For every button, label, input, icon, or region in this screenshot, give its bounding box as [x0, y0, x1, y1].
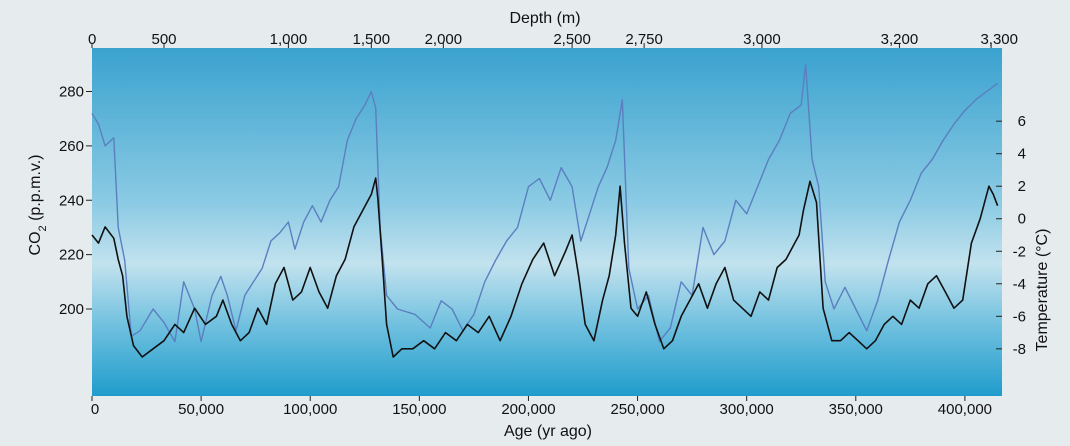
bottom-axis-title: Age (yr ago) [504, 423, 592, 440]
left-axis-ticks: 200 220 240 260 280 [59, 84, 92, 318]
right-tick-label: 0 [1018, 211, 1026, 228]
right-tick-label: -2 [1013, 243, 1026, 260]
top-tick-label: 1,500 [353, 31, 391, 48]
x-tick-label: 250,000 [610, 401, 664, 418]
series-layer [91, 63, 999, 358]
plot-area [92, 48, 1002, 396]
top-tick-label: 3,000 [743, 31, 781, 48]
temperature-series-line [91, 177, 999, 358]
left-tick-label: 240 [59, 192, 84, 209]
x-tick-label: 150,000 [392, 401, 446, 418]
right-tick-label: -6 [1013, 308, 1026, 325]
top-tick-label: 2,500 [553, 31, 591, 48]
x-tick-label: 350,000 [829, 401, 883, 418]
right-tick-label: -4 [1013, 276, 1026, 293]
top-tick-label: 3,300 [980, 31, 1018, 48]
right-tick-label: 2 [1018, 178, 1026, 195]
right-tick-label: 6 [1018, 113, 1026, 130]
right-tick-label: -8 [1013, 341, 1026, 358]
left-tick-label: 220 [59, 247, 84, 264]
top-tick-label: 3,200 [881, 31, 919, 48]
right-tick-label: 4 [1018, 146, 1026, 163]
left-tick-label: 260 [59, 138, 84, 155]
co2-series-line [91, 63, 999, 343]
x-tick-label: 200,000 [501, 401, 555, 418]
x-tick-label: 300,000 [720, 401, 774, 418]
left-axis-title: CO2 (p.p.m.v.) [27, 155, 49, 256]
right-axis-title: Temperature (°C) [1034, 229, 1051, 352]
bottom-axis-ticks: 0 50,000 100,000 150,000 200,000 250,000 300,0… [91, 396, 992, 418]
left-tick-label: 280 [59, 84, 84, 101]
top-tick-label: 1,000 [270, 31, 308, 48]
top-axis-ticks: 0 500 1,000 1,500 2,000 2,500 2,750 3,000 3,200 3… [88, 31, 1018, 48]
top-tick-label: 500 [151, 31, 176, 48]
top-tick-label: 0 [88, 31, 96, 48]
x-tick-label: 100,000 [283, 401, 337, 418]
x-tick-label: 0 [91, 401, 99, 418]
top-tick-label: 2,000 [425, 31, 463, 48]
top-axis-title: Depth (m) [509, 10, 580, 27]
left-tick-label: 200 [59, 301, 84, 318]
x-tick-label: 400,000 [938, 401, 992, 418]
x-tick-label: 50,000 [178, 401, 224, 418]
top-tick-label: 2,750 [625, 31, 663, 48]
right-axis-ticks: 6 4 2 0 -2 -4 -6 -8 [996, 113, 1026, 358]
